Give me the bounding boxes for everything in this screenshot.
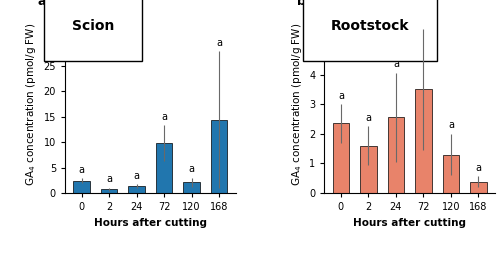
Bar xyxy=(101,189,117,193)
Bar xyxy=(332,123,349,193)
Bar xyxy=(128,186,145,193)
Text: a: a xyxy=(366,113,372,123)
Text: a: a xyxy=(134,171,140,181)
Bar xyxy=(211,120,228,193)
X-axis label: Hours after cutting: Hours after cutting xyxy=(94,218,207,228)
Text: a: a xyxy=(476,163,482,173)
Text: a: a xyxy=(161,112,167,122)
Text: a: a xyxy=(78,165,84,175)
Y-axis label: GA$_4$ concentration (pmol/g FW): GA$_4$ concentration (pmol/g FW) xyxy=(290,23,304,186)
Bar xyxy=(470,182,486,193)
Bar xyxy=(74,181,90,193)
Text: a: a xyxy=(216,38,222,48)
Text: Scion: Scion xyxy=(72,19,114,33)
Text: a: a xyxy=(393,59,399,70)
Bar xyxy=(360,146,376,193)
Text: a: a xyxy=(448,120,454,130)
Y-axis label: GA$_4$ concentration (pmol/g FW): GA$_4$ concentration (pmol/g FW) xyxy=(24,23,38,186)
Bar xyxy=(156,143,172,193)
Bar xyxy=(184,182,200,193)
Text: b: b xyxy=(297,0,306,8)
Bar xyxy=(388,118,404,193)
Text: Rootstock: Rootstock xyxy=(331,19,409,33)
Text: a: a xyxy=(38,0,46,8)
Text: a: a xyxy=(106,174,112,184)
Bar xyxy=(415,89,432,193)
Text: a: a xyxy=(420,15,426,25)
X-axis label: Hours after cutting: Hours after cutting xyxy=(353,218,466,228)
Text: a: a xyxy=(338,91,344,101)
Bar xyxy=(442,154,459,193)
Text: a: a xyxy=(188,164,194,174)
